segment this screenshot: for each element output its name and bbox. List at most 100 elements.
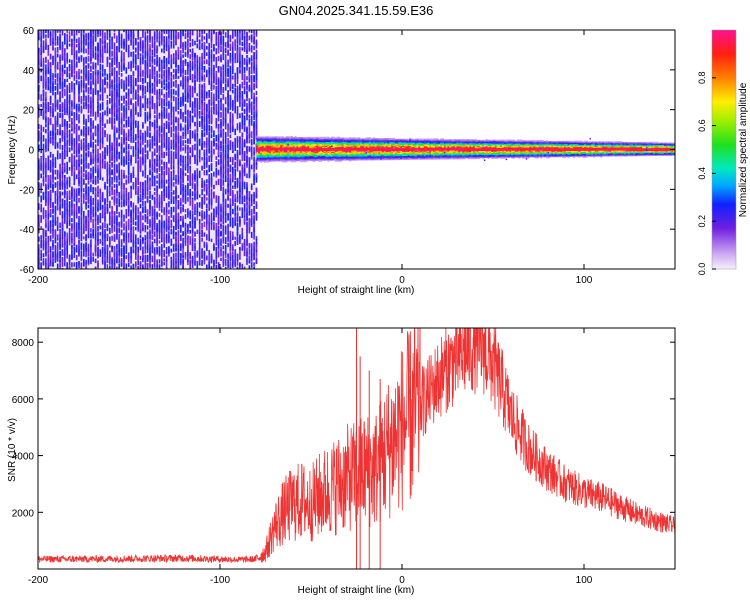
- heatmap-cell: [217, 125, 220, 129]
- heatmap-cell: [203, 132, 206, 137]
- heatmap-cell: [90, 105, 92, 113]
- heatmap-cell: [49, 161, 52, 168]
- heatmap-cell: [80, 262, 83, 267]
- heatmap-cell: [85, 86, 87, 93]
- heatmap-cell: [203, 107, 206, 115]
- heatmap-cell: [222, 35, 225, 41]
- heatmap-cell: [189, 135, 191, 142]
- heatmap-cell: [52, 229, 54, 237]
- heatmap-cell: [180, 216, 182, 222]
- heatmap-cell: [153, 187, 156, 192]
- heatmap-cell: [54, 229, 57, 236]
- heatmap-cell: [52, 108, 54, 117]
- heatmap-cell: [49, 235, 52, 242]
- heatmap-cell: [113, 42, 116, 50]
- heatmap-cell: [217, 46, 220, 54]
- heatmap-cell: [116, 144, 118, 149]
- heatmap-cell: [123, 199, 125, 204]
- heatmap-cell: [111, 162, 113, 168]
- heatmap-cell: [111, 107, 113, 113]
- heatmap-cell: [220, 99, 222, 107]
- heatmap-cell: [94, 203, 97, 211]
- heatmap-cell: [215, 36, 218, 40]
- heatmap-cell: [163, 240, 165, 248]
- heatmap-cell: [125, 221, 128, 227]
- heatmap-cell: [177, 151, 180, 156]
- heatmap-cell: [127, 165, 130, 174]
- heatmap-cell: [191, 173, 194, 179]
- heatmap-cell: [49, 37, 52, 46]
- heatmap-cell: [139, 136, 142, 144]
- heatmap-cell: [123, 170, 125, 176]
- heatmap-cell: [203, 103, 206, 111]
- heatmap-cell: [125, 47, 128, 53]
- heatmap-cell: [66, 102, 68, 108]
- heatmap-cell: [168, 221, 170, 228]
- heatmap-cell: [172, 39, 175, 44]
- heatmap-cell: [94, 169, 97, 174]
- heatmap-cell: [120, 33, 123, 39]
- heatmap-cell: [118, 106, 120, 113]
- heatmap-cell: [232, 244, 234, 249]
- heatmap-cell: [123, 234, 125, 241]
- heatmap-cell: [170, 219, 173, 227]
- heatmap-cell: [42, 57, 45, 63]
- heatmap-cell: [64, 49, 66, 56]
- heatmap-cell: [146, 150, 149, 157]
- heatmap-cell: [90, 172, 92, 180]
- heatmap-cell: [38, 257, 40, 265]
- heatmap-cell: [156, 192, 158, 198]
- heatmap-cell: [172, 198, 175, 205]
- heatmap-cell: [196, 136, 199, 144]
- heatmap-cell: [229, 111, 232, 120]
- heatmap-cell: [182, 249, 184, 256]
- heatmap-cell: [234, 105, 236, 110]
- heatmap-cell: [187, 40, 189, 46]
- heatmap-cell: [224, 132, 227, 138]
- heatmap-cell: [42, 177, 45, 182]
- heatmap-cell: [135, 62, 137, 71]
- heatmap-cell: [132, 43, 135, 50]
- heatmap-cell: [222, 53, 225, 60]
- heatmap-cell: [149, 112, 151, 119]
- heatmap-cell: [208, 59, 210, 66]
- heatmap-cell: [45, 103, 47, 110]
- heatmap-cell: [66, 254, 68, 259]
- heatmap-cell: [198, 243, 201, 250]
- heatmap-cell: [187, 224, 189, 233]
- heatmap-cell: [52, 209, 54, 214]
- heatmap-cell: [54, 131, 57, 140]
- heatmap-cell: [45, 34, 47, 38]
- heatmap-cell: [78, 68, 80, 76]
- heatmap-cell: [116, 113, 118, 121]
- heatmap-cell: [144, 201, 147, 205]
- heatmap-cell: [196, 149, 199, 156]
- heatmap-cell: [116, 185, 118, 193]
- heatmap-cell: [151, 212, 154, 217]
- heatmap-cell: [215, 32, 218, 37]
- heatmap-cell: [130, 209, 132, 216]
- heatmap-cell: [66, 139, 68, 146]
- heatmap-cell: [139, 133, 142, 140]
- heatmap-cell: [170, 146, 173, 150]
- heatmap-cell: [90, 65, 92, 72]
- heatmap-cell: [208, 131, 210, 139]
- heatmap-cell: [165, 233, 168, 240]
- heatmap-cell: [177, 126, 180, 132]
- heatmap-cell: [180, 58, 182, 64]
- heatmap-cell: [118, 181, 120, 186]
- heatmap-cell: [234, 58, 236, 64]
- heatmap-cell: [59, 81, 61, 90]
- heatmap-cell: [161, 244, 163, 251]
- heatmap-cell: [187, 168, 189, 173]
- heatmap-cell: [194, 246, 196, 252]
- heatmap-cell: [153, 238, 156, 244]
- heatmap-cell: [187, 122, 189, 130]
- heatmap-cell: [118, 142, 120, 147]
- heatmap-cell: [75, 61, 78, 68]
- heatmap-cell: [102, 26, 104, 30]
- heatmap-cell: [87, 193, 90, 200]
- heatmap-cell: [234, 128, 236, 136]
- heatmap-cell: [180, 82, 182, 87]
- heatmap-cell: [130, 186, 132, 193]
